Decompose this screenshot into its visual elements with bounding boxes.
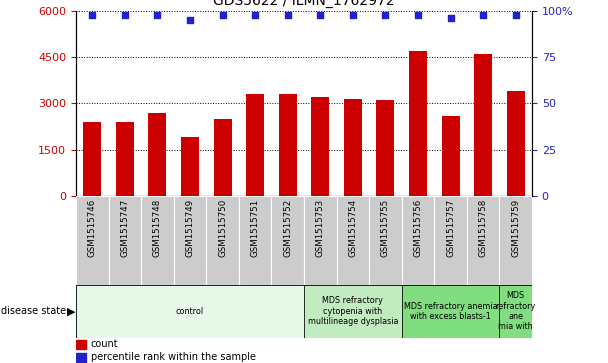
FancyBboxPatch shape — [141, 196, 174, 285]
FancyBboxPatch shape — [304, 285, 402, 338]
FancyBboxPatch shape — [76, 196, 109, 285]
Bar — [344, 99, 362, 196]
Bar — [181, 137, 199, 196]
Point — [381, 12, 390, 17]
FancyBboxPatch shape — [271, 196, 304, 285]
Bar — [409, 51, 427, 196]
FancyBboxPatch shape — [304, 196, 337, 285]
Point — [185, 17, 195, 23]
Point — [413, 12, 423, 17]
Point — [316, 12, 325, 17]
Bar — [83, 122, 102, 196]
FancyBboxPatch shape — [174, 196, 206, 285]
Point — [88, 12, 97, 17]
Text: GSM1515746: GSM1515746 — [88, 199, 97, 257]
Text: MDS refractory
cytopenia with
multilineage dysplasia: MDS refractory cytopenia with multilinea… — [308, 296, 398, 326]
Bar — [213, 119, 232, 196]
Text: GSM1515756: GSM1515756 — [413, 199, 423, 257]
Text: GSM1515757: GSM1515757 — [446, 199, 455, 257]
Text: GSM1515749: GSM1515749 — [185, 199, 195, 257]
Text: GSM1515754: GSM1515754 — [348, 199, 358, 257]
Text: control: control — [176, 307, 204, 316]
Text: GSM1515755: GSM1515755 — [381, 199, 390, 257]
Point — [283, 12, 292, 17]
Title: GDS5622 / ILMN_1762972: GDS5622 / ILMN_1762972 — [213, 0, 395, 8]
Text: MDS
refractory
ane
mia with: MDS refractory ane mia with — [496, 291, 536, 331]
Point — [478, 12, 488, 17]
FancyBboxPatch shape — [109, 196, 141, 285]
Point — [446, 15, 455, 21]
Bar — [246, 94, 264, 196]
FancyBboxPatch shape — [402, 196, 434, 285]
FancyBboxPatch shape — [76, 285, 304, 338]
Text: GSM1515750: GSM1515750 — [218, 199, 227, 257]
Text: GSM1515752: GSM1515752 — [283, 199, 292, 257]
FancyBboxPatch shape — [239, 196, 271, 285]
Bar — [376, 101, 395, 196]
Point — [218, 12, 227, 17]
Bar — [506, 91, 525, 196]
Text: count: count — [91, 339, 118, 350]
Text: disease state: disease state — [1, 306, 66, 316]
Point — [153, 12, 162, 17]
FancyBboxPatch shape — [369, 196, 402, 285]
Point — [511, 12, 520, 17]
Bar — [441, 116, 460, 196]
Bar — [311, 97, 330, 196]
Point — [348, 12, 358, 17]
Text: GSM1515748: GSM1515748 — [153, 199, 162, 257]
Text: GSM1515753: GSM1515753 — [316, 199, 325, 257]
FancyBboxPatch shape — [402, 285, 499, 338]
Bar — [76, 340, 86, 349]
Text: GSM1515759: GSM1515759 — [511, 199, 520, 257]
FancyBboxPatch shape — [499, 196, 532, 285]
FancyBboxPatch shape — [337, 196, 369, 285]
FancyBboxPatch shape — [206, 196, 239, 285]
FancyBboxPatch shape — [499, 285, 532, 338]
Bar — [116, 122, 134, 196]
FancyBboxPatch shape — [434, 196, 467, 285]
Text: GSM1515747: GSM1515747 — [120, 199, 130, 257]
Bar — [474, 54, 492, 196]
Bar — [148, 113, 167, 196]
Point — [120, 12, 130, 17]
Bar — [76, 353, 86, 362]
Text: GSM1515758: GSM1515758 — [478, 199, 488, 257]
Text: MDS refractory anemia
with excess blasts-1: MDS refractory anemia with excess blasts… — [404, 302, 497, 321]
Bar — [278, 94, 297, 196]
Text: percentile rank within the sample: percentile rank within the sample — [91, 352, 255, 362]
Text: GSM1515751: GSM1515751 — [250, 199, 260, 257]
Point — [250, 12, 260, 17]
Text: ▶: ▶ — [67, 306, 75, 316]
FancyBboxPatch shape — [467, 196, 499, 285]
